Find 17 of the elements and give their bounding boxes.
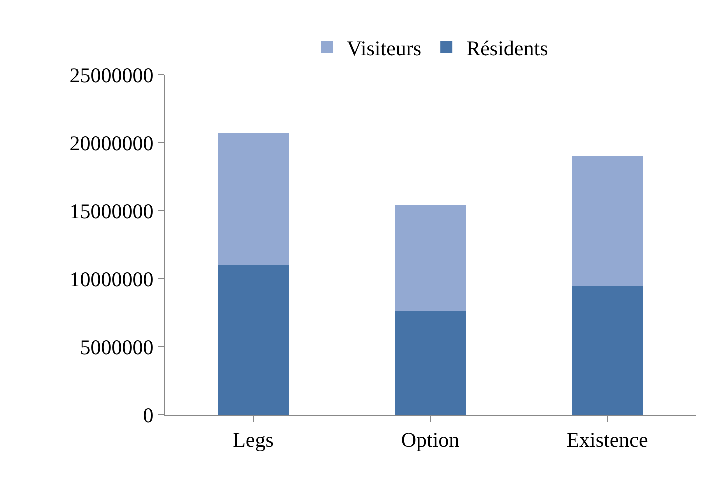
bar bbox=[395, 312, 466, 415]
y-tick-label: 25000000 bbox=[70, 63, 154, 88]
y-tick-label: 0 bbox=[143, 403, 154, 428]
legend-label: Résidents bbox=[466, 36, 548, 61]
x-tick-label: Legs bbox=[233, 428, 274, 452]
y-tick-label: 20000000 bbox=[70, 131, 154, 156]
y-tick-label: 15000000 bbox=[70, 199, 154, 224]
bar bbox=[218, 133, 289, 266]
y-tick-label: 10000000 bbox=[70, 267, 154, 292]
legend-label: Visiteurs bbox=[347, 36, 422, 61]
y-tick-label: 5000000 bbox=[80, 335, 154, 360]
x-tick-label: Existence bbox=[566, 428, 648, 452]
x-tick-label: Option bbox=[401, 428, 460, 452]
bar bbox=[572, 286, 643, 415]
bar bbox=[395, 206, 466, 312]
bar bbox=[218, 265, 289, 415]
bar bbox=[572, 156, 643, 286]
